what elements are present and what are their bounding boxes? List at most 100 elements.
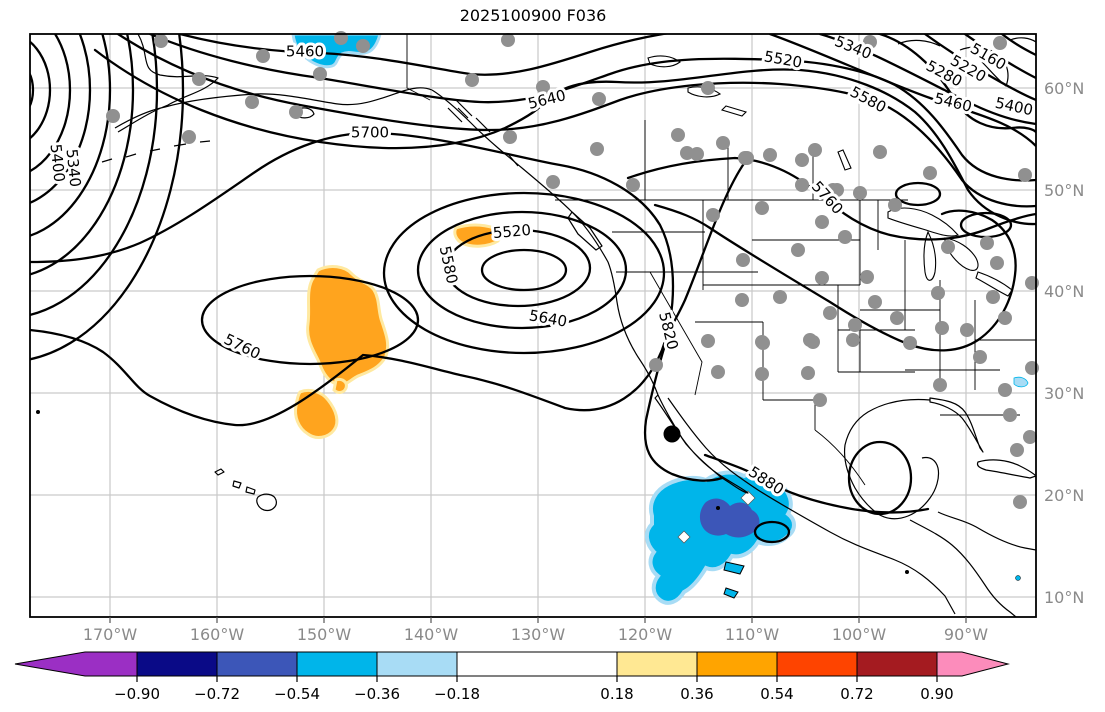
station-dot (501, 33, 515, 47)
negative-anomaly-islet (723, 587, 739, 599)
contour-5760-oval (200, 274, 420, 366)
lon-tick-label: 100°W (832, 625, 887, 644)
lat-tick-label: 10°N (1044, 588, 1084, 607)
station-dot (192, 72, 206, 86)
colorbar-tick-label: 0.54 (760, 685, 793, 703)
contour-label-5760: 5760 (221, 330, 263, 363)
colorbar-segment (696, 651, 778, 677)
station-dot (735, 293, 749, 307)
station-dot (649, 358, 663, 372)
station-dot (755, 201, 769, 215)
station-dot (1018, 168, 1032, 182)
station-dot (738, 151, 752, 165)
station-dot (763, 148, 777, 162)
station-dot (313, 67, 327, 81)
positive-anomaly-sliver (332, 378, 348, 394)
station-dot (791, 243, 805, 257)
coastline-aleutians (101, 140, 211, 163)
station-dot (980, 236, 994, 250)
station-dot (846, 333, 860, 347)
small-speck (905, 570, 909, 574)
page-title: 2025100900 F036 (460, 6, 607, 25)
islands-hawaii (214, 468, 277, 512)
contour-5520-ring (444, 228, 592, 308)
station-dot (795, 178, 809, 192)
station-dot (801, 366, 815, 380)
contour-label-5520: 5520 (492, 221, 532, 242)
contour-label-5700: 5700 (351, 124, 389, 142)
coastline-alaska (114, 34, 433, 133)
station-dot (815, 215, 829, 229)
station-dot (933, 378, 947, 392)
station-dot (990, 256, 1004, 270)
lake-michigan (923, 230, 937, 281)
colorbar-segment (616, 651, 698, 677)
positive-anomaly-patch-small (294, 388, 339, 439)
islands-panhandle (447, 99, 519, 167)
lon-tick-label: 130°W (511, 625, 566, 644)
coastline-florida (929, 397, 984, 453)
contour-label-5340: 5340 (63, 148, 85, 188)
station-dot (756, 336, 770, 350)
contour-low-inner (480, 248, 568, 292)
station-dot (690, 147, 704, 161)
small-lightblue-patch-coast (1013, 376, 1029, 388)
station-dot (289, 105, 303, 119)
station-dot (888, 198, 902, 212)
station-dot (154, 34, 168, 48)
station-dot (863, 35, 877, 49)
lat-tick-label: 40°N (1044, 282, 1084, 301)
station-dots (106, 31, 1039, 509)
contour-5460-band (178, 34, 1036, 134)
station-dot (815, 271, 829, 285)
contour-5640-band (93, 48, 1036, 226)
station-dot (848, 318, 862, 332)
coastline-mexico-west (667, 397, 956, 615)
contour-5580-ring (416, 210, 628, 330)
colorbar-tick-label: 0.90 (920, 685, 953, 703)
station-dot (923, 166, 937, 180)
tiny-blue-speck (1015, 575, 1021, 581)
station-dot (941, 240, 955, 254)
station-dot (356, 39, 370, 53)
station-dot (998, 383, 1012, 397)
contour-5760-south (653, 203, 1017, 352)
station-dot (998, 311, 1012, 325)
station-dot (1023, 430, 1037, 444)
lake-erie (975, 271, 1013, 297)
anomaly-shading (291, 34, 1029, 605)
lake-winnipeg (837, 149, 852, 171)
contour-5640-ring (382, 191, 666, 355)
station-dot (903, 336, 917, 350)
colorbar-left-arrow (14, 651, 138, 677)
colorbar-segment (856, 651, 938, 677)
station-dot (755, 367, 769, 381)
station-dot (935, 321, 949, 335)
colorbar-tick-label: −0.36 (354, 685, 400, 703)
coastlines-and-borders (36, 34, 1036, 617)
contour-label-5520: 5520 (763, 47, 804, 71)
station-dot (813, 393, 827, 407)
contour-small-oval-1 (894, 181, 942, 207)
lon-tick-label: 170°W (83, 625, 138, 644)
station-dot (806, 335, 820, 349)
contour-5160 (1000, 34, 1036, 57)
lon-tick-label: 90°W (944, 625, 988, 644)
special-markers (36, 410, 909, 574)
lon-tick-label: 110°W (725, 625, 780, 644)
contour-5520-band (148, 34, 1036, 182)
station-dot (993, 36, 1007, 50)
highlight-black-dot (663, 425, 681, 443)
station-dot (716, 136, 730, 150)
negative-anomaly-islet (723, 561, 745, 575)
colorbar-segment (136, 651, 218, 677)
contour-upper-left-low (30, 34, 185, 361)
contour-label-5580: 5580 (436, 244, 462, 285)
station-dot (873, 145, 887, 159)
station-dot (736, 253, 750, 267)
colorbar-segment (296, 651, 378, 677)
lon-tick-label: 120°W (618, 625, 673, 644)
lake-athabasca (720, 105, 748, 117)
